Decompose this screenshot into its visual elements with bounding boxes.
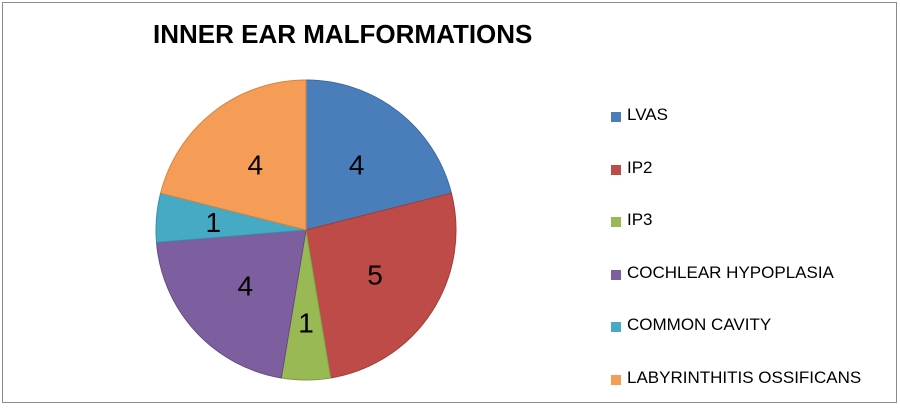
- legend-label: COCHLEAR HYPOPLASIA: [627, 263, 834, 283]
- data-label-lvas: 4: [349, 149, 365, 180]
- legend-swatch: [611, 165, 621, 175]
- legend-swatch: [611, 322, 621, 332]
- legend-swatch: [611, 217, 621, 227]
- legend-swatch: [611, 270, 621, 280]
- legend-label: LABYRINTHITIS OSSIFICANS: [627, 368, 861, 388]
- legend: LVAS IP2 IP3 COCHLEAR HYPOPLASIA COMMON CAVI…: [611, 105, 891, 420]
- data-label-common-cavity: 1: [206, 207, 222, 238]
- legend-label: COMMON CAVITY: [627, 315, 771, 335]
- legend-swatch: [611, 375, 621, 385]
- legend-item: IP2: [611, 158, 891, 211]
- legend-label: IP3: [627, 210, 653, 230]
- pie-slice-cochlear-hypoplasia: [157, 230, 306, 378]
- legend-item: COMMON CAVITY: [611, 315, 891, 368]
- data-label-ip2: 5: [367, 260, 383, 291]
- legend-item: LVAS: [611, 105, 891, 158]
- data-label-labyrinthitis-ossificans: 4: [248, 149, 264, 180]
- legend-swatch: [611, 112, 621, 122]
- legend-label: LVAS: [627, 105, 668, 125]
- data-label-ip3: 1: [298, 308, 314, 339]
- legend-item: IP3: [611, 210, 891, 263]
- data-label-cochlear-hypoplasia: 4: [238, 270, 254, 301]
- legend-item: LABYRINTHITIS OSSIFICANS: [611, 368, 891, 420]
- legend-label: IP2: [627, 158, 653, 178]
- legend-item: COCHLEAR HYPOPLASIA: [611, 263, 891, 316]
